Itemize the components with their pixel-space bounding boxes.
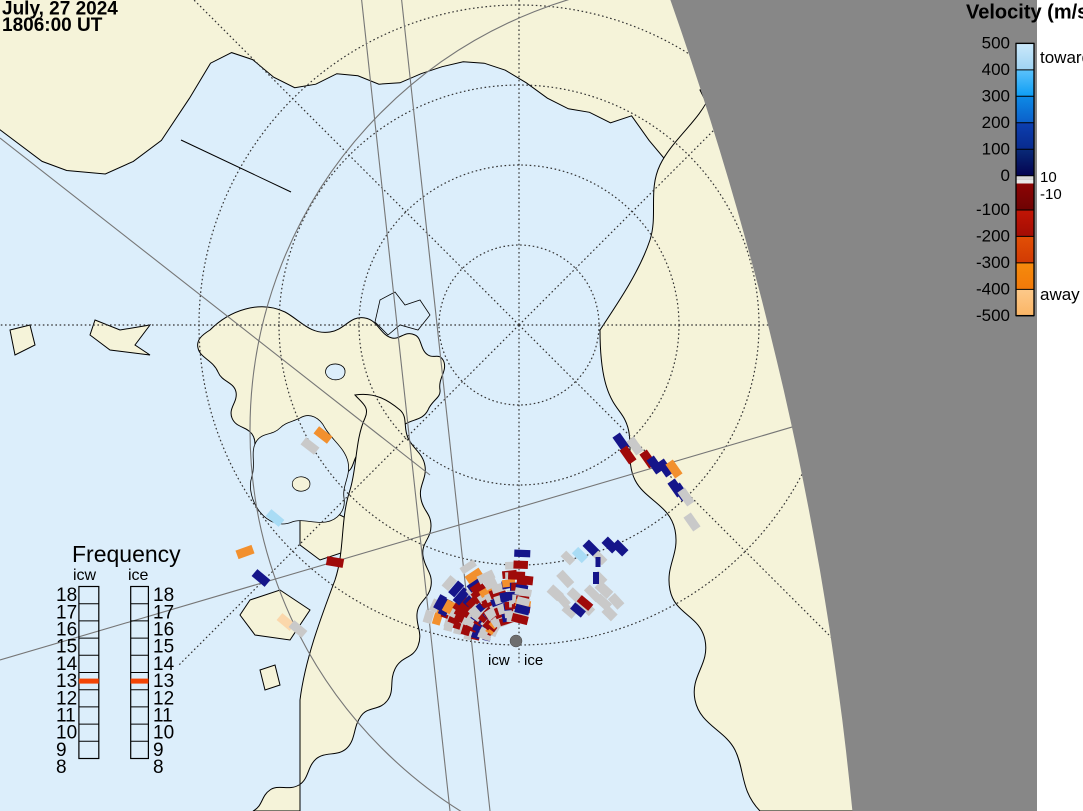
svg-text:icw: icw xyxy=(488,652,510,669)
svg-text:ice: ice xyxy=(524,652,543,669)
svg-text:toward: toward xyxy=(1040,48,1083,67)
svg-text:8: 8 xyxy=(153,757,164,778)
svg-text:icw: icw xyxy=(73,567,97,584)
svg-text:-400: -400 xyxy=(976,279,1010,298)
svg-text:10: 10 xyxy=(1040,169,1057,186)
svg-text:Frequency: Frequency xyxy=(72,541,181,567)
svg-text:400: 400 xyxy=(982,60,1010,79)
svg-text:-200: -200 xyxy=(976,226,1010,245)
svg-text:away: away xyxy=(1040,285,1080,304)
svg-text:300: 300 xyxy=(982,86,1010,105)
svg-text:-10: -10 xyxy=(1040,186,1062,203)
svg-text:-100: -100 xyxy=(976,200,1010,219)
svg-text:-300: -300 xyxy=(976,253,1010,272)
svg-text:500: 500 xyxy=(982,33,1010,52)
svg-text:Velocity (m/s): Velocity (m/s) xyxy=(966,2,1083,24)
svg-text:ice: ice xyxy=(128,567,149,584)
svg-text:200: 200 xyxy=(982,113,1010,132)
svg-text:100: 100 xyxy=(982,139,1010,158)
svg-text:8: 8 xyxy=(56,757,67,778)
svg-text:0: 0 xyxy=(1001,166,1010,185)
svg-text:-500: -500 xyxy=(976,306,1010,325)
svg-text:1806:00 UT: 1806:00 UT xyxy=(2,15,103,36)
